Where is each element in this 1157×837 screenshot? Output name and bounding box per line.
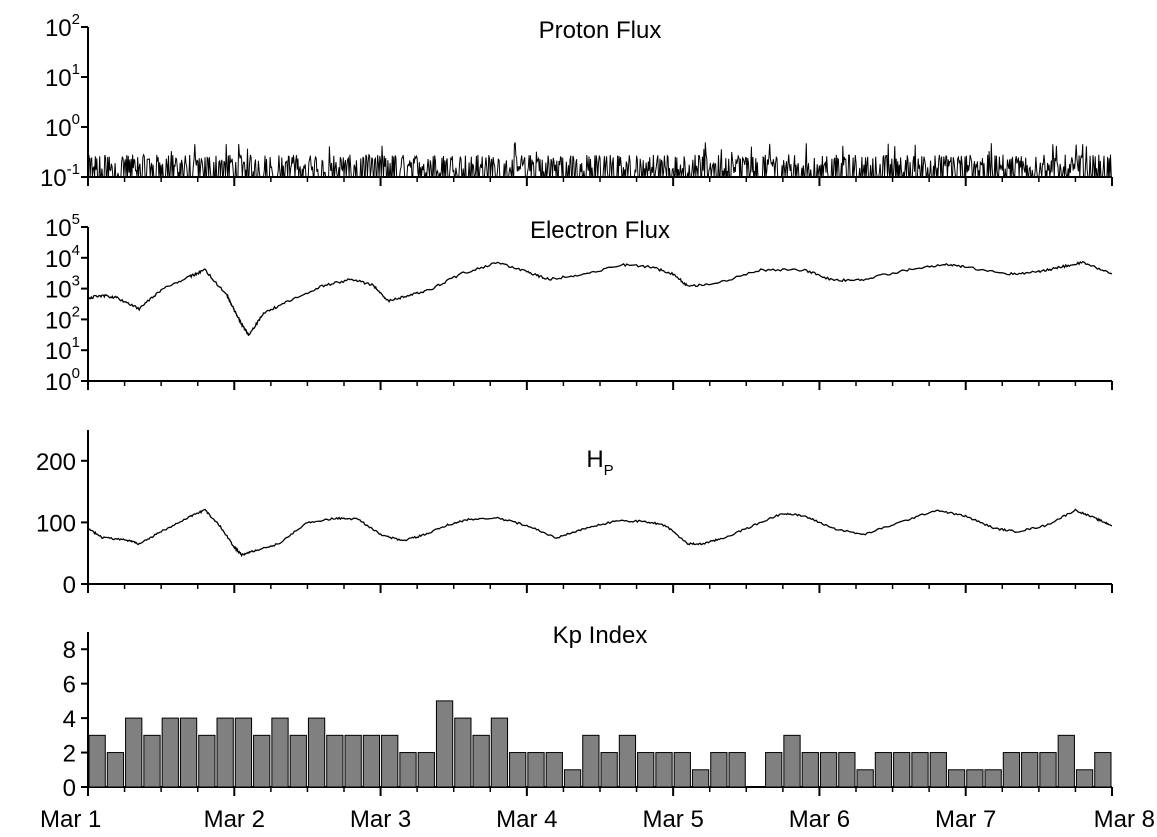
kp-bar: [143, 734, 161, 788]
y-tick-label: 101: [45, 61, 80, 92]
kp-bar: [106, 752, 125, 788]
hp-line: [87, 508, 1113, 558]
kp-bar: [179, 717, 198, 788]
y-tick-label: 10-1: [40, 161, 80, 192]
y-tick-label: 200: [36, 449, 76, 476]
kp-bar: [198, 734, 216, 788]
kp-bar: [527, 752, 545, 788]
kp-bar: [381, 734, 399, 788]
y-tick-label: 103: [45, 273, 80, 304]
y-tick-label: 100: [36, 510, 76, 537]
x-tick-label: Mar 4: [496, 806, 557, 833]
y-tick-label: 100: [45, 111, 80, 142]
kp-bar: [125, 717, 143, 788]
kp-bar: [765, 752, 783, 788]
kp-bar: [545, 752, 563, 788]
kp-bar: [893, 752, 911, 788]
kp-bar: [417, 752, 435, 788]
kp-bar: [326, 734, 344, 788]
kp-bar: [289, 734, 307, 788]
kp-bar: [216, 717, 234, 788]
kp-bar: [728, 752, 746, 788]
panel-title: HP: [586, 446, 613, 479]
kp-bar: [819, 752, 838, 788]
kp-index-panel: 0 2 4 6 8 Kp Index Mar 1 Mar 2 Mar 3 Mar 4 Mar 5 Ma…: [40, 622, 1155, 833]
kp-bar: [435, 700, 454, 788]
kp-bar: [673, 752, 691, 788]
kp-bar: [161, 717, 179, 788]
kp-bar: [307, 717, 326, 788]
kp-bar: [490, 717, 509, 788]
kp-bar: [801, 752, 819, 788]
x-tick-label: Mar 1: [40, 806, 101, 833]
kp-bar: [1057, 734, 1075, 788]
kp-bar: [1021, 752, 1039, 788]
kp-bar: [691, 769, 710, 788]
hp-panel: 0 100 200 HP: [36, 430, 1113, 599]
kp-bar: [509, 752, 527, 788]
kp-bar: [856, 769, 874, 788]
y-tick-label: 102: [45, 11, 80, 42]
kp-bar: [618, 734, 637, 788]
proton-flux-panel: 10-1 100 101 102 Proton Flux: [40, 11, 1113, 192]
kp-bar: [362, 734, 381, 788]
x-tick-label: Mar 8: [1094, 806, 1155, 833]
kp-bar: [582, 734, 600, 788]
y-tick-label: 0: [63, 572, 76, 599]
y-tick-label: 8: [63, 637, 76, 664]
y-tick-label: 100: [45, 365, 80, 396]
kp-bar: [966, 769, 984, 788]
proton-flux-line: [87, 142, 1112, 178]
y-tick-label: 2: [63, 741, 76, 768]
kp-bar: [454, 717, 472, 788]
panel-title: Kp Index: [553, 622, 648, 649]
kp-bar: [655, 752, 673, 788]
x-tick-label: Mar 7: [935, 806, 996, 833]
x-tick-label: Mar 6: [789, 806, 850, 833]
electron-flux-line: [87, 260, 1113, 336]
kp-bar: [1075, 769, 1094, 788]
kp-bar: [838, 752, 856, 788]
y-tick-label: 0: [63, 775, 76, 802]
y-tick-label: 101: [45, 334, 80, 365]
kp-bar: [472, 734, 490, 788]
y-tick-label: 105: [45, 211, 80, 242]
kp-bar: [783, 734, 801, 788]
y-tick-label: 6: [63, 672, 76, 699]
kp-bar: [234, 717, 253, 788]
kp-bar: [911, 752, 929, 788]
kp-bar: [1039, 752, 1057, 788]
panel-title: Proton Flux: [539, 17, 662, 44]
kp-bar: [563, 769, 582, 788]
x-tick-label: Mar 2: [204, 806, 265, 833]
kp-bar: [600, 752, 618, 788]
x-tick-label: Mar 5: [642, 806, 703, 833]
kp-bar: [874, 752, 893, 788]
kp-bar: [253, 734, 271, 788]
kp-bar: [984, 769, 1002, 788]
y-tick-label: 4: [63, 706, 76, 733]
kp-bar: [344, 734, 362, 788]
kp-bar: [710, 752, 728, 788]
kp-bar: [637, 752, 655, 788]
kp-bar: [1002, 752, 1021, 788]
kp-bar: [947, 769, 966, 788]
panel-title: Electron Flux: [530, 217, 670, 244]
y-tick-label: 104: [45, 242, 80, 273]
kp-bar: [88, 734, 106, 788]
x-tick-label: Mar 3: [350, 806, 411, 833]
kp-bar: [399, 752, 417, 788]
kp-bar: [271, 717, 289, 788]
kp-bar: [1094, 752, 1112, 788]
kp-bar: [929, 752, 947, 788]
y-tick-label: 102: [45, 303, 80, 334]
